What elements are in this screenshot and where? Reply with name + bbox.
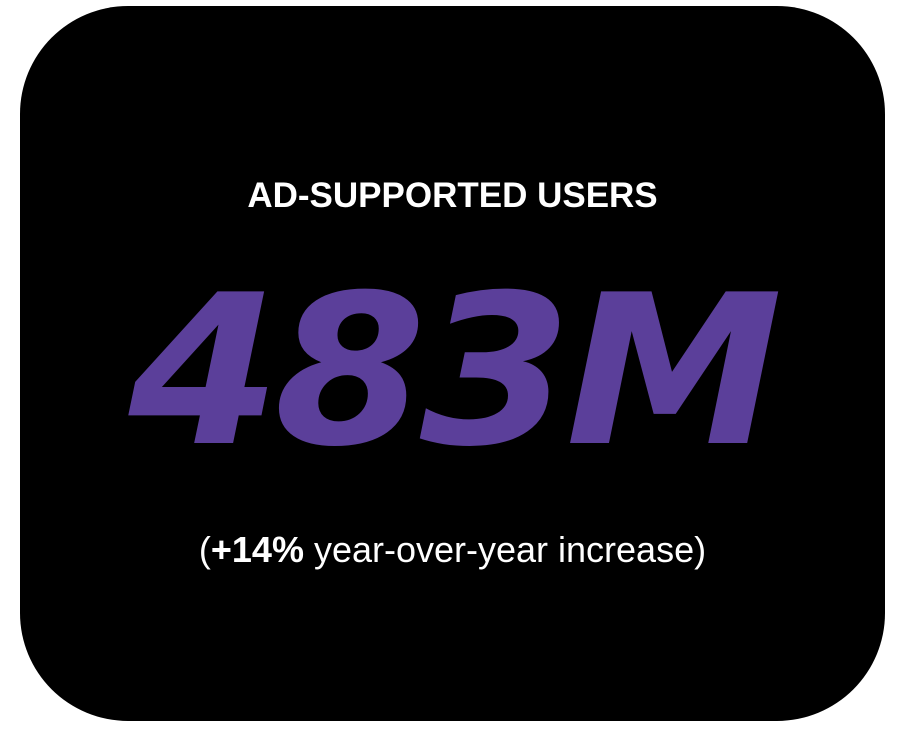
stat-change: (+14% year-over-year increase) — [20, 532, 885, 568]
stat-card: AD-SUPPORTED USERS 483M (+14% year-over-… — [20, 6, 885, 721]
change-percent: +14% — [210, 529, 304, 570]
stat-value: 483M — [128, 251, 782, 493]
change-text: year-over-year increase — [303, 529, 695, 570]
change-close-paren: ) — [694, 529, 707, 570]
change-open-paren: ( — [198, 529, 211, 570]
stat-label: AD-SUPPORTED USERS — [247, 176, 658, 215]
